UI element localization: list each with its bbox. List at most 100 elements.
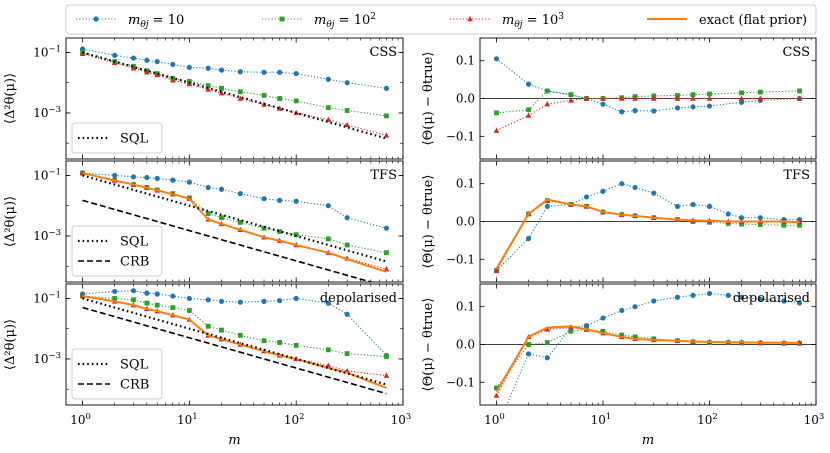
data-point-red xyxy=(600,95,606,101)
y-tick-label: −0.1 xyxy=(446,129,475,143)
data-point-blue xyxy=(757,215,763,221)
data-point-green xyxy=(757,89,763,95)
data-point-green xyxy=(261,92,267,98)
legend-label: mθj = 102 xyxy=(314,12,376,30)
data-point-blue xyxy=(690,201,696,208)
legend-label: mθj = 10 xyxy=(128,13,184,30)
data-point-blue xyxy=(600,188,606,194)
y-tick-label: 0.0 xyxy=(456,215,475,229)
y-tick-label: 0.0 xyxy=(456,338,475,352)
x-tick-label: 102 xyxy=(284,412,305,427)
data-point-blue xyxy=(738,294,745,300)
data-point-blue xyxy=(237,191,243,197)
data-point-red xyxy=(544,101,551,107)
data-point-green xyxy=(261,338,267,344)
data-point-blue xyxy=(493,56,500,62)
series-line-red xyxy=(496,326,800,396)
panel-6: 100 101 102 103 0.1 0.0 −0.1 depolarised ⟨Θ(μ) −… xyxy=(421,283,824,448)
data-point-green xyxy=(384,354,389,359)
data-point-blue xyxy=(725,292,731,298)
data-point-blue xyxy=(525,81,532,87)
inset-legend: SQL xyxy=(71,122,163,154)
data-point-blue xyxy=(525,235,532,242)
series-line-green xyxy=(82,172,387,254)
data-point-red xyxy=(618,95,625,101)
data-point-blue xyxy=(690,104,696,110)
data-point-green xyxy=(277,229,283,234)
panel-5: 100 101 102 103 10−1 10−3 depolarised SQL CRB ⟨Δ²… xyxy=(3,283,412,448)
series-line-green xyxy=(496,328,800,389)
data-point-blue xyxy=(674,294,681,300)
top-legend: mθj = 10 mθj = 102 mθj = 103 exact (flat pr… xyxy=(65,4,817,35)
series-group xyxy=(493,56,803,133)
data-point-blue xyxy=(619,109,625,115)
panel-title: TFS xyxy=(370,168,397,183)
data-point-blue xyxy=(619,181,625,187)
data-point-blue xyxy=(383,225,390,231)
data-point-red xyxy=(344,121,350,128)
data-point-blue xyxy=(293,198,299,204)
right-y-axis-label: ⟨Θ(μ) − θtrue⟩ xyxy=(421,52,436,146)
legend-entry-green: mθj = 102 xyxy=(262,12,376,30)
data-point-green xyxy=(384,113,389,119)
data-point-green xyxy=(325,105,331,111)
data-point-blue xyxy=(706,103,713,109)
data-point-blue xyxy=(277,297,283,304)
data-point-red xyxy=(690,95,696,101)
panel-2: 0.1 0.0 −0.1 CSS ⟨Θ(μ) − θtrue⟩ xyxy=(421,37,817,160)
data-point-blue xyxy=(186,179,192,185)
data-point-blue xyxy=(293,70,299,77)
data-point-red xyxy=(144,69,150,75)
data-point-blue xyxy=(690,292,696,298)
data-point-red xyxy=(493,127,500,133)
data-point-blue xyxy=(205,184,211,191)
panel-title: depolarised xyxy=(733,291,810,306)
data-point-green xyxy=(526,342,531,347)
series-line-red xyxy=(496,97,800,132)
panel-1: 10−1 10−3 CSS SQL ⟨Δ²θ(μ)⟩ xyxy=(3,37,404,160)
data-point-red xyxy=(383,266,390,272)
series-group xyxy=(79,46,390,140)
data-point-blue xyxy=(154,58,160,65)
series-line-blue xyxy=(505,292,800,405)
data-point-green xyxy=(237,332,243,338)
data-point-green xyxy=(219,327,224,333)
legend-label: mθj = 103 xyxy=(502,12,564,30)
data-point-blue xyxy=(130,174,137,180)
series-group xyxy=(493,290,803,411)
data-point-blue xyxy=(170,61,176,68)
y-tick-label: 0.1 xyxy=(456,54,475,68)
x-tick-label: 103 xyxy=(391,412,412,427)
data-point-red xyxy=(383,132,390,138)
series-line-red xyxy=(496,200,800,271)
data-point-green xyxy=(219,85,224,91)
series-line-blue xyxy=(82,172,387,229)
x-tick-label: 100 xyxy=(484,412,505,427)
data-point-green xyxy=(293,98,299,104)
panel-title: TFS xyxy=(783,168,810,183)
legend-entry-red: mθj = 103 xyxy=(450,12,564,30)
data-point-green xyxy=(739,90,744,96)
x-tick-label: 100 xyxy=(70,412,91,427)
panel-title: depolarised xyxy=(320,291,397,306)
data-point-green xyxy=(494,385,499,391)
legend-marker-square xyxy=(279,16,285,22)
series-line-green xyxy=(82,51,387,117)
inset-legend-frame xyxy=(71,122,163,154)
legend-label: exact (flat prior) xyxy=(699,13,807,28)
data-point-green xyxy=(277,340,283,345)
series-line-blue xyxy=(496,58,800,113)
x-tick-label: 102 xyxy=(697,412,718,427)
data-point-blue xyxy=(502,406,507,411)
data-point-green xyxy=(325,236,331,242)
y-tick-label: −0.1 xyxy=(446,375,475,389)
data-point-red xyxy=(237,95,244,101)
sql-reference-line xyxy=(82,174,387,263)
data-point-blue xyxy=(632,184,638,191)
data-point-blue xyxy=(325,300,331,306)
data-point-blue xyxy=(186,64,192,71)
inset-legend-frame xyxy=(71,225,163,277)
data-point-red xyxy=(493,267,500,273)
x-tick-label: 101 xyxy=(177,412,198,427)
data-point-blue xyxy=(651,298,657,304)
